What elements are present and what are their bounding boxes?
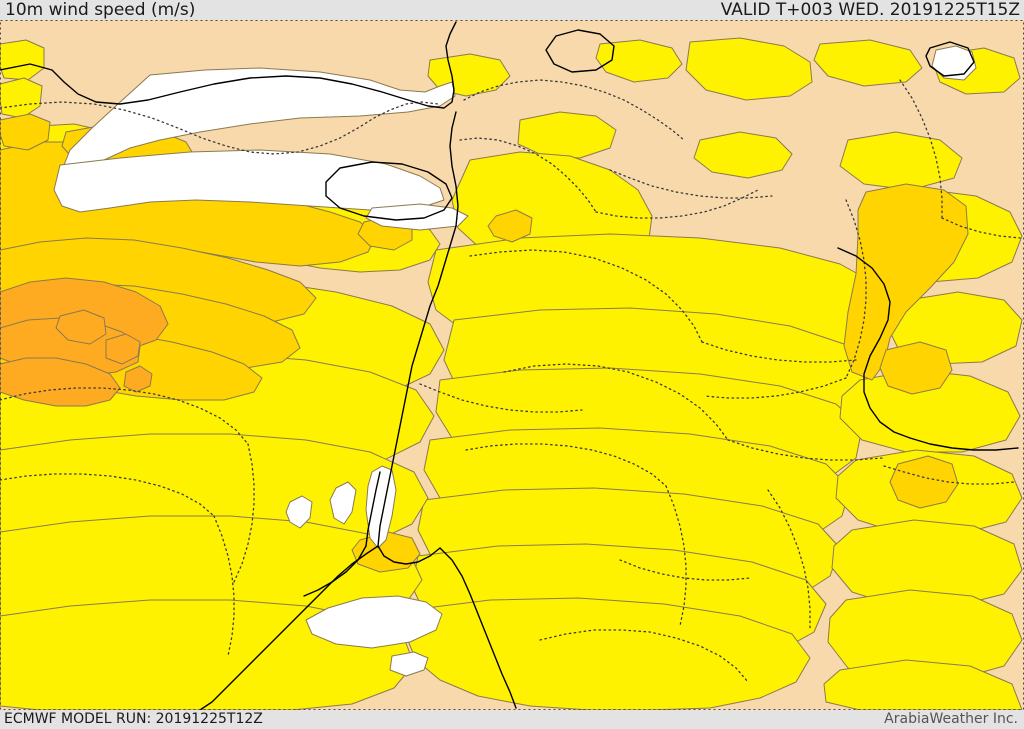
contour-shape-white <box>285 495 313 529</box>
border-line <box>595 189 759 219</box>
border-line <box>619 559 751 581</box>
border-line <box>727 439 883 461</box>
border-line <box>459 137 597 213</box>
contour-shape-yellow <box>823 659 1023 710</box>
border-line <box>465 443 667 487</box>
contour-shape-yellow <box>405 597 811 710</box>
contour-shape-white <box>329 481 357 525</box>
contour-shape-yellow <box>595 39 683 83</box>
contour-shape-yellow <box>0 77 43 119</box>
contour-shape-yellow <box>839 131 963 191</box>
map-frame-border <box>0 20 1024 710</box>
border-line <box>539 629 749 683</box>
contour-shape-yellow <box>813 39 923 87</box>
contour-shape-gold <box>879 341 953 395</box>
contour-shape-yellow <box>693 131 793 179</box>
model-run-label: ECMWF MODEL RUN: 20191225T12Z <box>4 711 263 727</box>
map-title: 10m wind speed (m/s) <box>5 0 196 20</box>
footer-bar <box>0 710 1024 729</box>
contour-shape-white <box>365 203 469 231</box>
border-line <box>503 363 729 441</box>
contour-shape-yellow <box>839 369 1021 453</box>
border-line <box>463 79 685 141</box>
contour-shape-gold <box>487 209 533 243</box>
border-line <box>0 473 215 517</box>
contour-shape-orange <box>0 357 121 407</box>
contour-shape-gold <box>351 531 421 573</box>
coastline-path <box>199 545 379 710</box>
header-bar <box>0 0 1024 20</box>
border-line <box>883 465 1015 485</box>
coastline-path <box>439 547 517 709</box>
border-line <box>767 489 811 629</box>
valid-time-label: VALID T+003 WED. 20191225T15Z <box>720 0 1020 20</box>
coastline-path <box>837 247 911 439</box>
border-line <box>0 101 439 155</box>
border-line <box>665 485 687 627</box>
border-line <box>609 169 773 199</box>
coastline-path <box>303 545 367 597</box>
map-canvas[interactable] <box>0 20 1024 710</box>
wind-speed-contour-map <box>0 20 1024 710</box>
contour-shape-orange <box>55 309 107 345</box>
border-line <box>0 387 249 445</box>
coastlines <box>0 21 1019 710</box>
border-line <box>845 199 867 379</box>
coastline-path <box>377 545 441 565</box>
attribution-label: ArabiaWeather Inc. <box>884 711 1018 727</box>
contour-shape-gold <box>0 113 51 151</box>
coastline-path <box>0 21 457 109</box>
administrative-borders <box>0 79 1021 683</box>
contour-shape-orange <box>123 365 153 393</box>
border-line <box>419 383 583 413</box>
coastline-path <box>365 471 381 547</box>
contour-shape-yellow <box>517 111 617 159</box>
coastline-path <box>909 437 1019 451</box>
coastline-path <box>377 111 459 547</box>
contour-shape-gold <box>889 455 959 509</box>
border-line <box>941 217 1021 239</box>
contour-band-orange <box>0 277 169 407</box>
coastline-path <box>925 41 975 77</box>
border-line <box>899 79 943 219</box>
border-line <box>701 341 857 363</box>
contour-shape-orange <box>105 333 141 365</box>
border-line <box>469 249 703 343</box>
contour-shape-white <box>389 651 429 677</box>
border-line <box>703 377 847 399</box>
border-line <box>213 515 235 657</box>
coastline-path <box>325 161 453 221</box>
contour-shape-yellow <box>685 37 813 101</box>
contour-shape-white <box>305 595 443 649</box>
border-line <box>233 443 255 583</box>
coastline-path <box>545 29 615 73</box>
